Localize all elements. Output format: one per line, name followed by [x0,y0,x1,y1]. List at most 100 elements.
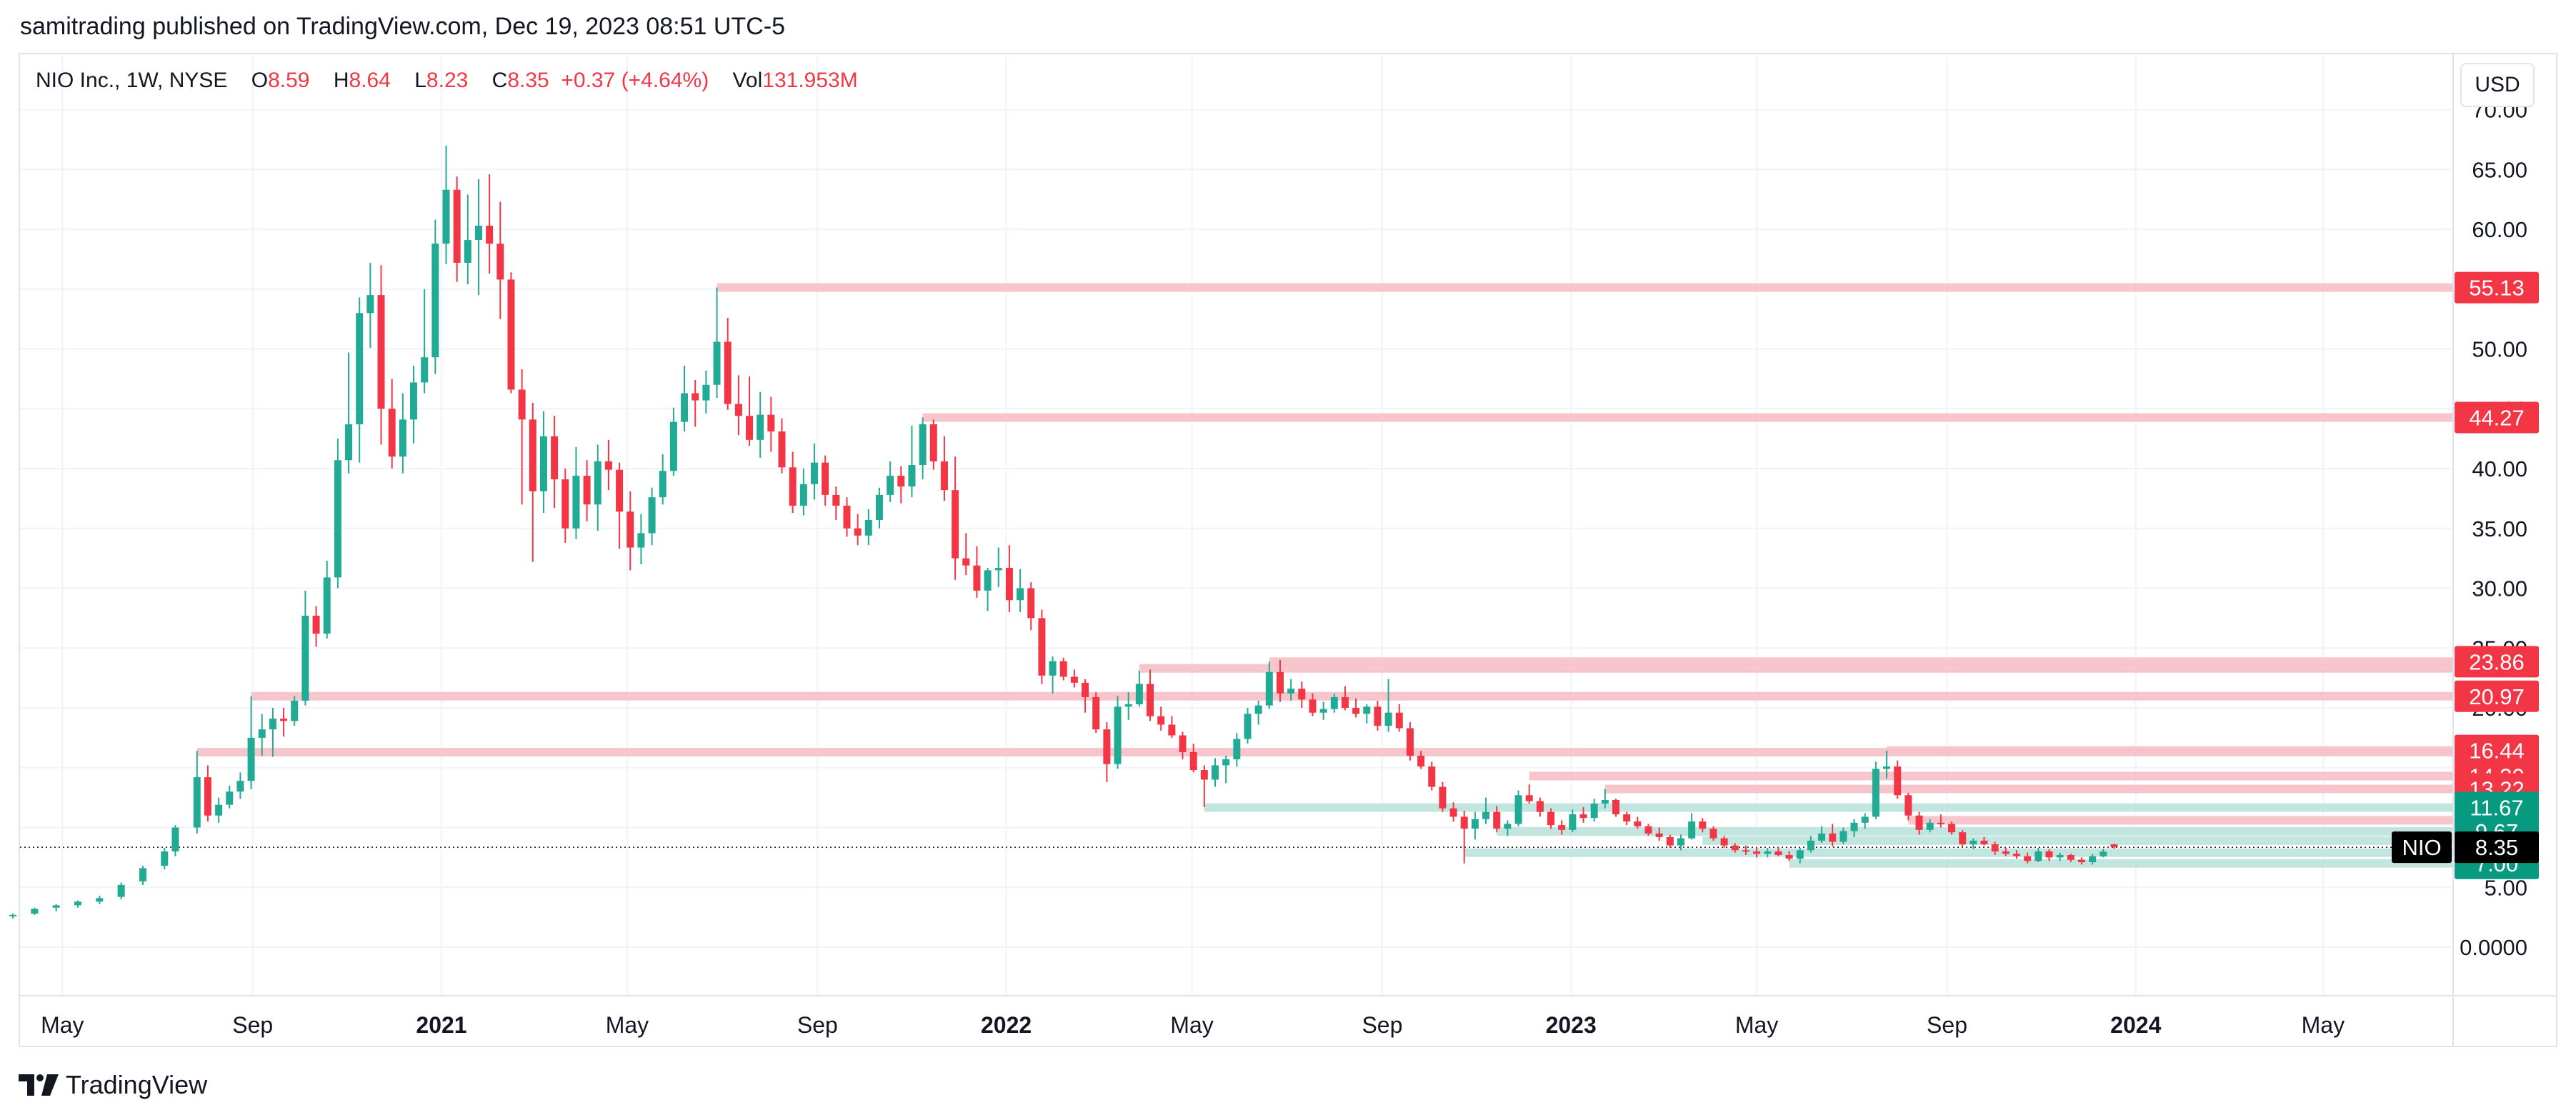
time-tick-label: May [1735,1012,1778,1038]
candle-up [1384,712,1392,726]
candle-down [1959,832,1967,844]
candle-up [171,827,179,851]
candle-up [713,341,721,385]
candle-down [1395,712,1403,729]
candle-up [1688,821,1696,839]
price-tick-label: 30.00 [2472,576,2527,601]
candle-down [1525,795,1533,801]
candle-up [1287,689,1295,694]
zone-price-label: 20.97 [2469,684,2525,709]
resistance-zone [717,283,2454,292]
candle-down [377,295,385,409]
time-tick-label: Sep [1927,1012,1967,1038]
candle-up [669,421,677,471]
currency-button[interactable]: USD [2460,63,2535,107]
volume-value: 131.953M [762,69,858,92]
candle-down [973,565,981,591]
time-tick-label: Sep [232,1012,273,1038]
price-tick-label: 50.00 [2472,337,2527,362]
candle-up [1590,804,1598,819]
candle-down [2024,856,2032,861]
close-label: C [491,69,508,92]
candle-down [1774,851,1782,856]
candle-down [1374,706,1382,726]
candle-up [442,189,450,244]
candle-down [1092,696,1100,730]
ohlc-legend: NIO Inc., 1W, NYSE O8.59 H8.64 L8.23 C8.… [36,69,858,93]
support-zone [1497,827,2453,836]
candle-down [1829,833,1837,842]
candle-up [2056,855,2064,858]
candle-down [1449,808,1457,817]
candle-down [854,528,862,536]
time-tick-label: 2022 [981,1012,1032,1038]
candle-up [1222,759,1230,766]
candle-down [1352,708,1360,714]
candle-down [767,414,775,432]
publisher-line: samitrading published on TradingView.com… [20,13,785,40]
candle-down [2045,851,2053,858]
zone-price-label: 23.86 [2469,649,2525,674]
zone-price-label-bg [2455,646,2539,678]
time-tick-label: May [1170,1012,1213,1038]
candle-up [410,382,418,420]
candle-up [811,462,819,484]
candle-down [1147,684,1154,716]
candle-up [637,533,645,548]
resistance-zone [1604,784,2453,794]
candle-down [626,511,634,548]
candle-up [215,804,223,816]
candle-down [1406,728,1414,756]
candle-up [2089,856,2097,863]
candle-down [2012,854,2020,856]
candle-down [2077,859,2085,863]
candle-down [1915,815,1923,830]
candle-up [1114,706,1122,764]
open-value: 8.59 [268,69,310,92]
candle-down [561,479,569,529]
time-tick-label: 2023 [1546,1012,1597,1038]
candle-down [1904,795,1912,816]
candle-down [1070,676,1078,683]
candle-up [1244,714,1252,739]
candle-up [887,476,894,495]
tradingview-brand[interactable]: TradingView [19,1070,207,1100]
candle-down [1991,844,1999,851]
candle-up [994,568,1002,571]
candle-down [1038,618,1046,676]
zone-price-label: 16.44 [2469,739,2525,764]
symbol-tag-bg [2392,831,2452,864]
time-tick-label: Sep [797,1012,838,1038]
candle-down [1655,833,1663,837]
candle-down [1493,811,1501,829]
candle-up [2100,851,2107,856]
brand-name: TradingView [66,1070,208,1099]
candle-down [1341,696,1349,708]
candle-up [345,424,353,461]
candle-down [1612,799,1619,815]
candle-up [1330,696,1338,709]
candle-up [757,414,764,440]
price-tick-label: 65.00 [2472,157,2527,182]
candle-up [161,851,169,866]
candle-up [366,295,374,314]
candle-down [843,505,851,529]
zone-price-label-bg [2455,791,2539,824]
candle-down [1298,689,1306,700]
price-tick-label: 35.00 [2472,516,2527,541]
price-labels: 55.1344.2723.8620.9716.4414.3013.2211.67… [2392,271,2539,879]
time-tick-label: 2024 [2110,1012,2161,1038]
candle-down [1948,824,1956,833]
candle-up [1254,705,1262,714]
candles [9,145,2118,919]
candle-down [1709,829,1717,839]
price-tick-label: 5.00 [2485,875,2527,900]
candle-down [1731,845,1739,851]
zone-price-label: 44.27 [2469,405,2525,430]
candle-up [334,460,341,578]
candle-up [431,244,439,358]
candle-up [52,905,60,908]
candle-up [919,424,927,465]
candle-up [572,476,580,529]
